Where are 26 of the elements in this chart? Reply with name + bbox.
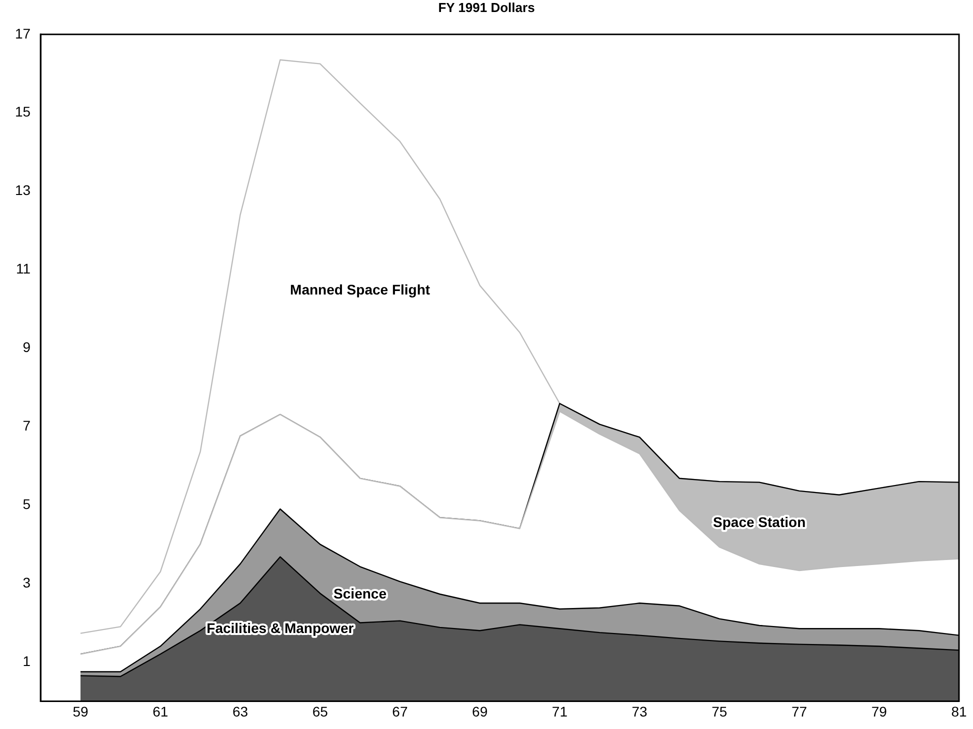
series-label: Space Station bbox=[713, 514, 806, 530]
y-tick-label: 17 bbox=[14, 25, 31, 42]
x-tick-label: 65 bbox=[312, 703, 328, 720]
series-label: Science bbox=[334, 586, 387, 602]
x-tick-label: 67 bbox=[392, 703, 408, 720]
x-tick-label: 59 bbox=[72, 703, 88, 720]
x-tick-label: 81 bbox=[951, 703, 967, 720]
y-tick-label: 9 bbox=[22, 339, 31, 356]
x-tick-label: 75 bbox=[712, 703, 728, 720]
chart-title: FY 1991 Dollars bbox=[437, 0, 536, 16]
x-tick-label: 71 bbox=[552, 703, 568, 720]
x-tick-label: 63 bbox=[232, 703, 248, 720]
x-tick-label: 73 bbox=[632, 703, 648, 720]
x-tick-label: 69 bbox=[472, 703, 488, 720]
y-tick-label: 13 bbox=[14, 182, 31, 198]
y-tick-label: 11 bbox=[16, 260, 31, 277]
series-label: Facilities & Manpower bbox=[206, 620, 354, 636]
series-label: Manned Space Flight bbox=[290, 282, 430, 298]
x-tick-label: 61 bbox=[152, 703, 168, 720]
y-tick-label: 3 bbox=[22, 574, 31, 590]
y-tick-label: 1 bbox=[22, 652, 31, 669]
x-tick-label: 77 bbox=[791, 703, 808, 720]
y-tick-label: 5 bbox=[22, 496, 31, 512]
x-tick-label: 79 bbox=[871, 703, 888, 720]
y-tick-label: 15 bbox=[14, 104, 31, 120]
y-tick-label: 7 bbox=[22, 417, 31, 434]
